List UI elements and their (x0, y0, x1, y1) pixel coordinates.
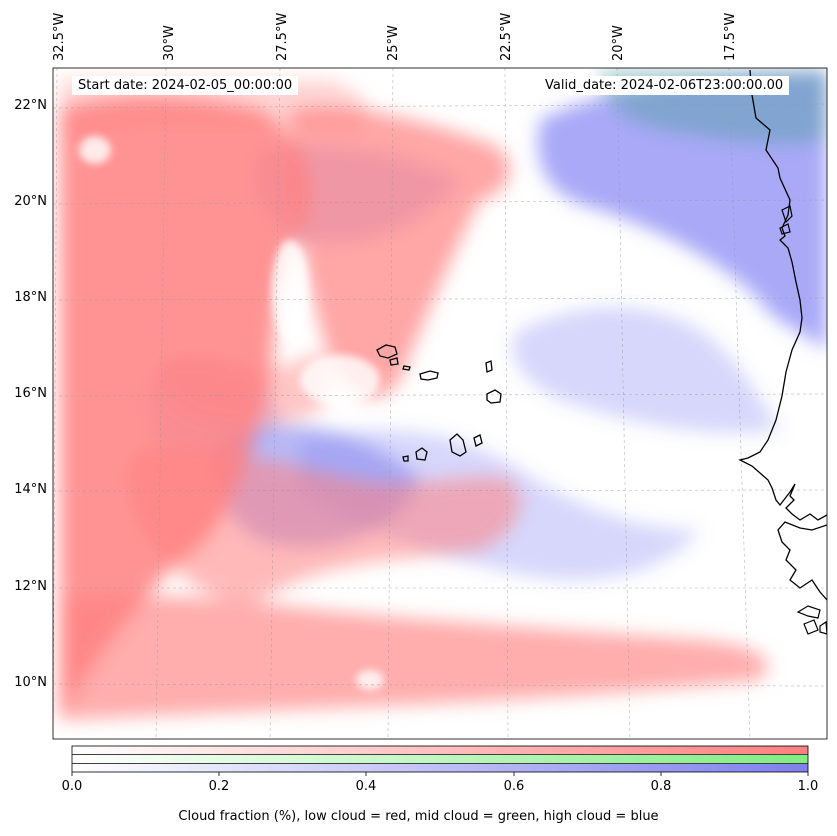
west-africa-coastline (738, 69, 827, 521)
low-cloud-field (60, 80, 768, 720)
map-frame (52, 67, 828, 740)
colorbar-tick-4: 0.8 (650, 779, 672, 794)
lat-label-20n: 20°N (14, 194, 47, 209)
lat-label-18n: 18°N (14, 290, 47, 305)
start-date-label: Start date: 2024-02-05_00:00:00 (72, 76, 299, 95)
colorbar-caption: Cloud fraction (%), low cloud = red, mid… (178, 809, 659, 824)
colorbar-tick-1: 0.2 (208, 779, 230, 794)
lon-label-32-5w: 32.5°W (52, 12, 67, 61)
lon-label-22-5w: 22.5°W (499, 12, 514, 61)
lon-label-17-5w: 17.5°W (723, 12, 738, 61)
colorbar (71, 745, 809, 776)
lon-label-27-5w: 27.5°W (275, 12, 290, 61)
lat-label-14n: 14°N (14, 482, 47, 497)
lat-label-16n: 16°N (14, 386, 47, 401)
colorbar-low-row (72, 746, 808, 754)
colorbar-tick-3: 0.6 (503, 779, 525, 794)
cape-verde-islands (376, 344, 502, 462)
colorbar-tick-2: 0.4 (355, 779, 377, 794)
lon-label-30w: 30°W (162, 25, 177, 61)
valid-date-label: Valid_date: 2024-02-06T23:00:00.00 (539, 76, 790, 95)
colorbar-tick-5: 1.0 (797, 779, 819, 794)
guinea-coastline (777, 521, 827, 601)
colorbar-tick-0: 0.0 (61, 779, 83, 794)
lat-label-22n: 22°N (14, 98, 47, 113)
colorbar-high-row (72, 764, 808, 772)
lon-label-20w: 20°W (611, 25, 626, 61)
colorbar-mid-row (72, 755, 808, 763)
clear-sky-patches (79, 136, 384, 690)
lon-label-25w: 25°W (386, 25, 401, 61)
lat-label-12n: 12°N (14, 579, 47, 594)
lat-label-10n: 10°N (14, 675, 47, 690)
graticule (53, 68, 827, 739)
